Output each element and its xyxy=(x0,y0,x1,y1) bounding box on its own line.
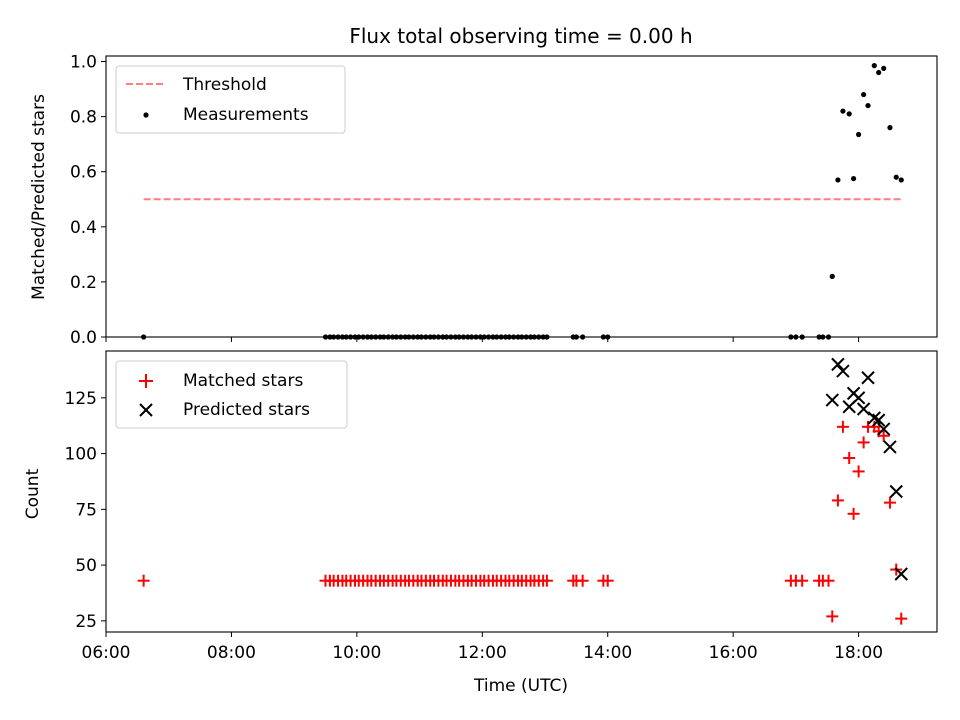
measurement-point xyxy=(846,111,852,117)
measurement-point xyxy=(840,108,846,114)
top-panel: 0.0 0.2 0.4 0.6 0.8 1.0 Matched/Predicted sta… xyxy=(29,53,938,348)
bottom-y-tick-label: 100 xyxy=(65,445,97,465)
matched-star-point xyxy=(601,574,614,587)
legend-threshold-label: Threshold xyxy=(182,75,267,95)
bottom-y-tick-label: 75 xyxy=(75,500,97,520)
top-y-tick-label: 0.2 xyxy=(70,273,97,293)
legend-predicted-swatch xyxy=(139,403,153,417)
legend-matched-label: Matched stars xyxy=(183,371,303,391)
predicted-star-point xyxy=(825,393,839,407)
measurement-point xyxy=(898,177,904,183)
x-tick-label: 06:00 xyxy=(82,643,131,663)
bottom-plot-area xyxy=(137,357,908,625)
matched-star-point xyxy=(576,574,589,587)
matched-star-point xyxy=(836,420,849,433)
matched-star-point xyxy=(847,507,860,520)
matched-star-point xyxy=(877,429,890,442)
measurement-point xyxy=(850,175,857,182)
matched-star-point xyxy=(826,610,839,623)
predicted-star-point xyxy=(836,364,850,378)
measurement-point xyxy=(871,63,877,69)
measurement-point xyxy=(893,174,899,180)
bottom-legend: Matched stars Predicted stars xyxy=(115,360,348,429)
measurement-point xyxy=(887,125,893,131)
top-x-axis xyxy=(105,337,860,342)
x-tick-label: 16:00 xyxy=(709,643,758,663)
predicted-star-point xyxy=(894,567,908,581)
matched-star-point xyxy=(895,612,908,625)
x-tick-label: 18:00 xyxy=(834,643,883,663)
predicted-star-point xyxy=(831,357,845,372)
bottom-x-axis: 06:00 08:00 10:00 12:00 14:00 16:00 18:00 xyxy=(82,632,883,663)
x-tick-label: 12:00 xyxy=(458,643,507,663)
predicted-star-point xyxy=(883,440,897,454)
predicted-star-point xyxy=(851,391,866,405)
bottom-y-axis-label: Count xyxy=(23,468,43,519)
x-tick-label: 10:00 xyxy=(332,643,381,663)
legend-predicted-label: Predicted stars xyxy=(183,400,310,420)
top-y-tick-label: 1.0 xyxy=(70,53,97,73)
matched-star-point xyxy=(857,436,870,449)
top-y-tick-label: 0.8 xyxy=(70,108,97,128)
top-axes-frame xyxy=(105,55,938,338)
matched-star-point xyxy=(137,574,150,587)
measurement-point xyxy=(876,69,882,76)
legend-measurements-swatch xyxy=(143,112,149,118)
top-y-axis-label: Matched/Predicted stars xyxy=(29,94,49,300)
top-y-tick-label: 0.6 xyxy=(70,163,97,183)
chart-title: Flux total observing time = 0.00 h xyxy=(349,24,692,48)
matched-star-point xyxy=(883,496,896,509)
bottom-y-axis: 25 50 75 100 125 xyxy=(65,389,106,632)
predicted-star-point xyxy=(861,371,875,385)
top-y-tick-label: 0.4 xyxy=(70,218,97,238)
measurement-point xyxy=(865,102,871,109)
top-legend: Threshold Measurements xyxy=(115,65,346,134)
matched-star-point xyxy=(822,574,835,587)
x-tick-label: 08:00 xyxy=(207,643,256,663)
top-y-axis: 0.0 0.2 0.4 0.6 0.8 1.0 xyxy=(70,53,106,348)
predicted-star-point xyxy=(871,413,886,427)
matched-star-point xyxy=(796,574,809,587)
measurement-point xyxy=(829,273,835,279)
predicted-star-point xyxy=(856,402,871,416)
bottom-axes-frame xyxy=(105,350,938,633)
x-axis-label: Time (UTC) xyxy=(473,676,568,696)
bottom-y-tick-label: 25 xyxy=(75,612,97,632)
matched-star-point xyxy=(852,465,865,478)
predicted-star-point xyxy=(889,484,903,499)
measurement-point xyxy=(861,91,867,98)
x-tick-label: 14:00 xyxy=(583,643,632,663)
legend-measurements-label: Measurements xyxy=(183,105,309,125)
matched-star-point xyxy=(843,452,856,465)
measurement-point xyxy=(856,131,862,138)
top-y-tick-label: 0.0 xyxy=(70,328,97,348)
matched-star-point xyxy=(540,574,553,587)
bottom-y-tick-label: 125 xyxy=(65,389,97,409)
predicted-star-point xyxy=(876,422,891,436)
measurement-point xyxy=(835,177,841,183)
measurement-point xyxy=(881,65,887,71)
matched-star-point xyxy=(831,494,844,507)
bottom-y-tick-label: 50 xyxy=(75,556,97,576)
legend-matched-swatch xyxy=(139,374,153,388)
bottom-panel: 25 50 75 100 125 06:00 08:00 10:00 12:00 14:00 16… xyxy=(23,350,938,696)
